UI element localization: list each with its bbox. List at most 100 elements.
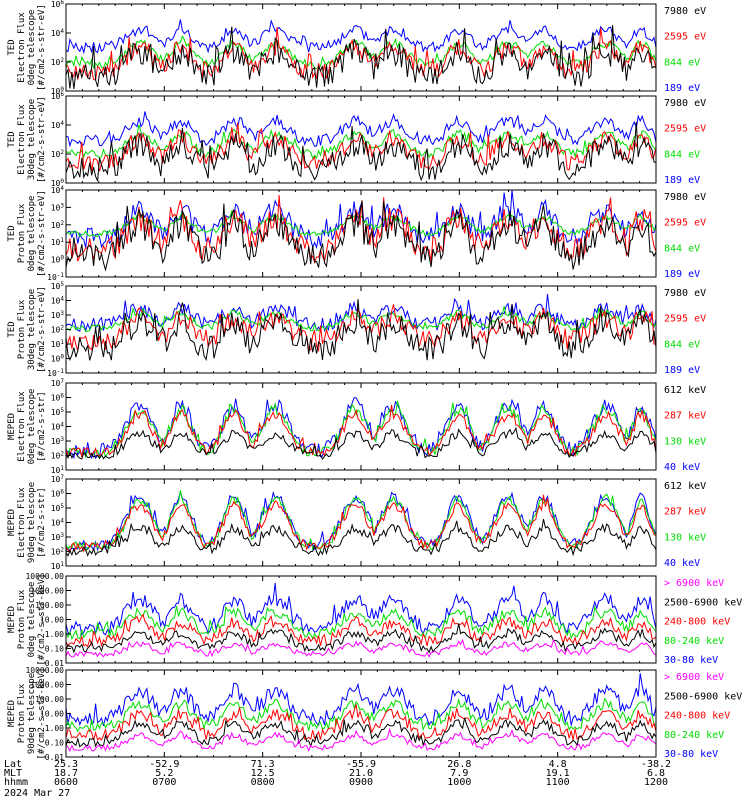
series-line-189-ev: [65, 111, 657, 148]
panel-frame: [65, 382, 657, 471]
legend-entry: 2595 eV: [664, 32, 706, 43]
panel-ted_electron_0deg: 100 102 104 106 TED Electron Flux 0deg telesco…: [7, 0, 706, 96]
y-axis-label: 0deg telescope: [27, 389, 37, 465]
y-tick-label: 104: [51, 296, 65, 306]
y-tick-label: 105: [51, 281, 65, 291]
y-axis-label: 30deg telescope: [27, 289, 37, 370]
y-tick-label: 107: [51, 474, 65, 484]
series-line-7980-ev: [65, 122, 657, 182]
panel-meped_electron_0deg: 101 102 103 104 105 106 107 MEPED Electron Flux 0…: [7, 378, 706, 475]
y-axis-label: [#/cm2-s-str-keV]: [37, 667, 47, 759]
panel-frame: [65, 285, 657, 374]
y-tick-label: 100.00: [35, 695, 64, 704]
series-line-287-kev: [65, 404, 657, 458]
y-axis-label: 0deg telescope: [27, 10, 37, 86]
hhmm-tick-value: 0900: [349, 777, 373, 788]
series-line-287-kev: [65, 494, 657, 553]
legend-entry: 30-80 keV: [664, 655, 718, 666]
lat-row-label: Lat: [4, 759, 22, 770]
series-line-80-240-kev: [65, 604, 657, 641]
y-tick-label: 103: [51, 310, 65, 320]
series-line--6900-kev: [65, 727, 657, 753]
series-line-2595-ev: [65, 304, 657, 353]
series-line-2500-6900-kev: [65, 623, 657, 654]
legend-entry: 7980 eV: [664, 288, 706, 299]
y-axis-label: [#/cm2-s-str-eV]: [37, 96, 47, 183]
y-tick-label: 105: [51, 503, 65, 513]
mlt-tick-value: 18.7: [54, 768, 78, 779]
series-line-844-ev: [65, 35, 657, 70]
y-tick-label: 102: [51, 325, 65, 335]
legend-entry: 40 keV: [664, 558, 700, 569]
y-tick-label: 0.10: [45, 739, 64, 748]
legend-entry: 612 keV: [664, 481, 706, 492]
y-tick-label: 102: [51, 57, 65, 67]
y-axis-label: Electron Flux: [17, 12, 27, 83]
y-tick-label: 106: [51, 489, 65, 499]
hhmm-tick-value: 0600: [54, 777, 78, 788]
panel-meped_electron_90deg: 101 102 103 104 105 106 107 MEPED Electron Flux 9…: [7, 474, 706, 571]
legend-entry: 80-240 keV: [664, 730, 724, 741]
legend-entry: 844 eV: [664, 243, 700, 254]
lat-tick-value: -55.9: [346, 759, 376, 770]
y-axis-label: Proton Flux: [17, 203, 27, 263]
legend-entry: 287 keV: [664, 507, 706, 518]
y-tick-label: 104: [51, 28, 65, 38]
legend-entry: 240-800 keV: [664, 711, 730, 722]
series-line-30-80-kev: [65, 582, 657, 636]
y-axis-label: MEPED: [7, 700, 17, 727]
y-axis-label: Proton Flux: [17, 299, 27, 359]
y-tick-label: 100.00: [35, 601, 64, 610]
y-axis-label: [#/cm2-s-str-eV]: [37, 4, 47, 91]
legend-entry: 7980 eV: [664, 6, 706, 17]
mlt-tick-value: 21.0: [349, 768, 373, 779]
y-tick-label: 0.01: [45, 753, 64, 762]
series-line-240-800-kev: [65, 704, 657, 741]
series-line-7980-ev: [65, 25, 657, 89]
legend-entry: > 6900 keV: [664, 578, 724, 589]
y-axis-label: Proton Flux: [17, 589, 27, 649]
series-line-2595-ev: [65, 122, 657, 172]
date-label: 2024 Mar 27: [4, 788, 70, 799]
y-tick-label: 105: [51, 407, 65, 417]
hhmm-tick-value: 0800: [251, 777, 275, 788]
y-tick-label: 100: [51, 354, 65, 364]
legend-entry: 130 keV: [664, 532, 706, 543]
y-axis-label: TED: [7, 321, 17, 337]
y-tick-label: 0.10: [45, 645, 64, 654]
y-axis-label: MEPED: [7, 509, 17, 536]
lat-tick-value: -52.9: [149, 759, 179, 770]
legend-entry: 2595 eV: [664, 218, 706, 229]
lat-tick-value: -38.2: [641, 759, 671, 770]
y-tick-label: 1.00: [45, 724, 64, 733]
y-axis-label: TED: [7, 39, 17, 55]
y-tick-label: 102: [51, 547, 65, 557]
y-axis-label: MEPED: [7, 606, 17, 633]
series-line-7980-ev: [65, 200, 657, 272]
y-tick-label: 101: [51, 339, 65, 349]
legend-entry: 287 keV: [664, 411, 706, 422]
y-axis-label: [#/cm2-s-str]: [37, 487, 47, 557]
legend-entry: 80-240 keV: [664, 636, 724, 647]
y-axis-label: 90deg telescope: [27, 482, 37, 563]
y-tick-label: 104: [51, 120, 65, 130]
legend-entry: 612 keV: [664, 385, 706, 396]
panel-ted_electron_30deg: 100 102 104 106 TED Electron Flux 30deg telesc…: [7, 91, 706, 188]
series-line-2500-6900-kev: [65, 717, 657, 748]
lat-tick-value: 26.8: [447, 759, 471, 770]
legend-entry: 189 eV: [664, 175, 700, 186]
y-axis-label: Electron Flux: [17, 391, 27, 462]
y-tick-label: 10.00: [40, 616, 64, 625]
legend-entry: 844 eV: [664, 57, 700, 68]
hhmm-tick-value: 1000: [447, 777, 471, 788]
mlt-tick-value: 7.9: [450, 768, 468, 779]
y-axis-label: TED: [7, 131, 17, 147]
y-tick-label: 102: [51, 220, 65, 230]
series-line-2595-ev: [65, 194, 657, 265]
legend-entry: 2500-6900 keV: [664, 597, 742, 608]
mlt-row-label: MLT: [4, 768, 22, 779]
panel-ted_proton_30deg: 10-1 100 101 102 103 104 105 TED Proton Flux 30de…: [7, 281, 706, 378]
y-tick-label: 10-1: [47, 368, 64, 378]
